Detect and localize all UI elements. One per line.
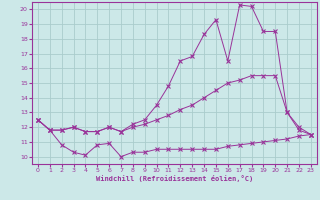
X-axis label: Windchill (Refroidissement éolien,°C): Windchill (Refroidissement éolien,°C): [96, 175, 253, 182]
